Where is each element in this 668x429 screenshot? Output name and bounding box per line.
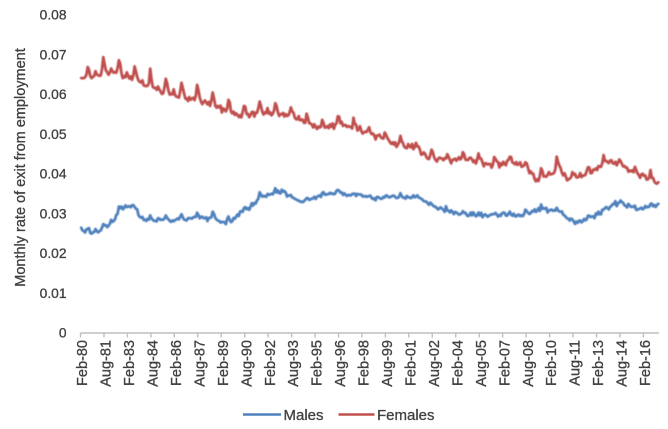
svg-text:0: 0 [59,326,67,341]
svg-text:Feb-95: Feb-95 [310,340,326,386]
svg-text:Aug-90: Aug-90 [239,340,255,387]
svg-text:0.03: 0.03 [40,206,67,221]
svg-text:Aug-87: Aug-87 [192,340,208,387]
svg-text:Feb-07: Feb-07 [497,340,513,386]
svg-text:Aug-05: Aug-05 [474,340,490,387]
svg-text:Aug-14: Aug-14 [615,340,631,387]
svg-text:Aug-84: Aug-84 [146,340,162,387]
svg-text:Aug-96: Aug-96 [333,340,349,387]
svg-text:Feb-86: Feb-86 [169,340,185,386]
svg-text:Aug-81: Aug-81 [99,340,115,387]
svg-text:Aug-02: Aug-02 [427,340,443,387]
svg-text:Feb-16: Feb-16 [638,340,654,386]
svg-text:Monthly rate of exit from empl: Monthly rate of exit from employment [13,48,29,287]
svg-text:Feb-80: Feb-80 [75,340,91,386]
svg-text:Feb-13: Feb-13 [591,340,607,386]
svg-text:Feb-01: Feb-01 [404,340,420,386]
svg-text:0.05: 0.05 [40,127,67,142]
svg-text:Feb-92: Feb-92 [263,340,279,386]
svg-text:0.01: 0.01 [40,286,67,301]
svg-text:Females: Females [377,407,435,424]
svg-text:Aug-93: Aug-93 [286,340,302,387]
svg-text:0.07: 0.07 [40,47,67,62]
svg-text:Aug-11: Aug-11 [568,340,584,386]
svg-text:Feb-98: Feb-98 [357,340,373,386]
svg-text:Aug-99: Aug-99 [380,340,396,387]
svg-text:Feb-04: Feb-04 [450,340,466,386]
svg-text:Feb-10: Feb-10 [544,340,560,386]
svg-text:0.08: 0.08 [40,8,67,23]
svg-text:Aug-08: Aug-08 [521,340,537,387]
svg-text:Males: Males [284,407,324,424]
svg-text:Feb-89: Feb-89 [216,340,232,386]
svg-text:0.02: 0.02 [40,246,67,261]
svg-text:Feb-83: Feb-83 [122,340,138,386]
svg-text:0.06: 0.06 [40,87,67,102]
svg-text:0.04: 0.04 [40,167,67,182]
